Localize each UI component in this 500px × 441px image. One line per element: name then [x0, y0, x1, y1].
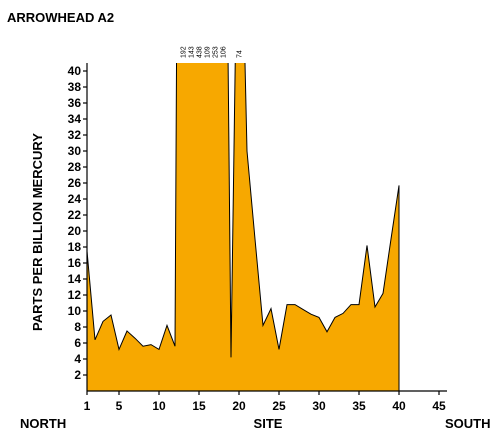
y-tick-label: 26 [68, 176, 82, 190]
value-label: 253 [213, 46, 220, 58]
x-tick-label: 5 [116, 399, 123, 413]
value-label: 106 [221, 46, 228, 58]
x-tick-label: 35 [352, 399, 366, 413]
value-label: 143 [189, 46, 196, 58]
x-tick-label: 25 [272, 399, 286, 413]
x-tick-label: 45 [432, 399, 446, 413]
value-label: 438 [197, 46, 204, 58]
y-tick-label: 2 [74, 368, 81, 382]
north-label: NORTH [20, 416, 66, 431]
x-tick-label: 40 [392, 399, 406, 413]
x-tick-label: 20 [232, 399, 246, 413]
y-tick-label: 32 [68, 128, 82, 142]
y-tick-label: 16 [68, 256, 82, 270]
y-tick-label: 28 [68, 160, 82, 174]
y-tick-label: 40 [68, 64, 82, 78]
y-tick-label: 12 [68, 288, 82, 302]
y-tick-label: 4 [74, 352, 81, 366]
y-axis-label: PARTS PER BILLION MERCURY [30, 133, 45, 331]
x-tick-label: 1 [84, 399, 91, 413]
y-tick-label: 18 [68, 240, 82, 254]
y-tick-label: 36 [68, 96, 82, 110]
x-tick-label: 30 [312, 399, 326, 413]
south-label: SOUTH [445, 416, 491, 431]
y-tick-label: 22 [68, 208, 82, 222]
y-tick-label: 8 [74, 320, 81, 334]
x-axis-label: SITE [254, 416, 283, 431]
y-tick-label: 20 [68, 224, 82, 238]
y-tick-label: 34 [68, 112, 82, 126]
y-tick-label: 24 [68, 192, 82, 206]
x-tick-label: 10 [152, 399, 166, 413]
value-label: 192 [181, 46, 188, 58]
area [86, 63, 400, 392]
x-tick-label: 15 [192, 399, 206, 413]
y-tick-label: 30 [68, 144, 82, 158]
chart-title: ARROWHEAD A2 [7, 10, 114, 25]
y-tick-label: 38 [68, 80, 82, 94]
y-tick-label: 6 [74, 336, 81, 350]
y-tick-label: 10 [68, 304, 82, 318]
value-label: 74 [237, 50, 244, 58]
value-label: 109 [205, 46, 212, 58]
y-tick-label: 14 [68, 272, 82, 286]
